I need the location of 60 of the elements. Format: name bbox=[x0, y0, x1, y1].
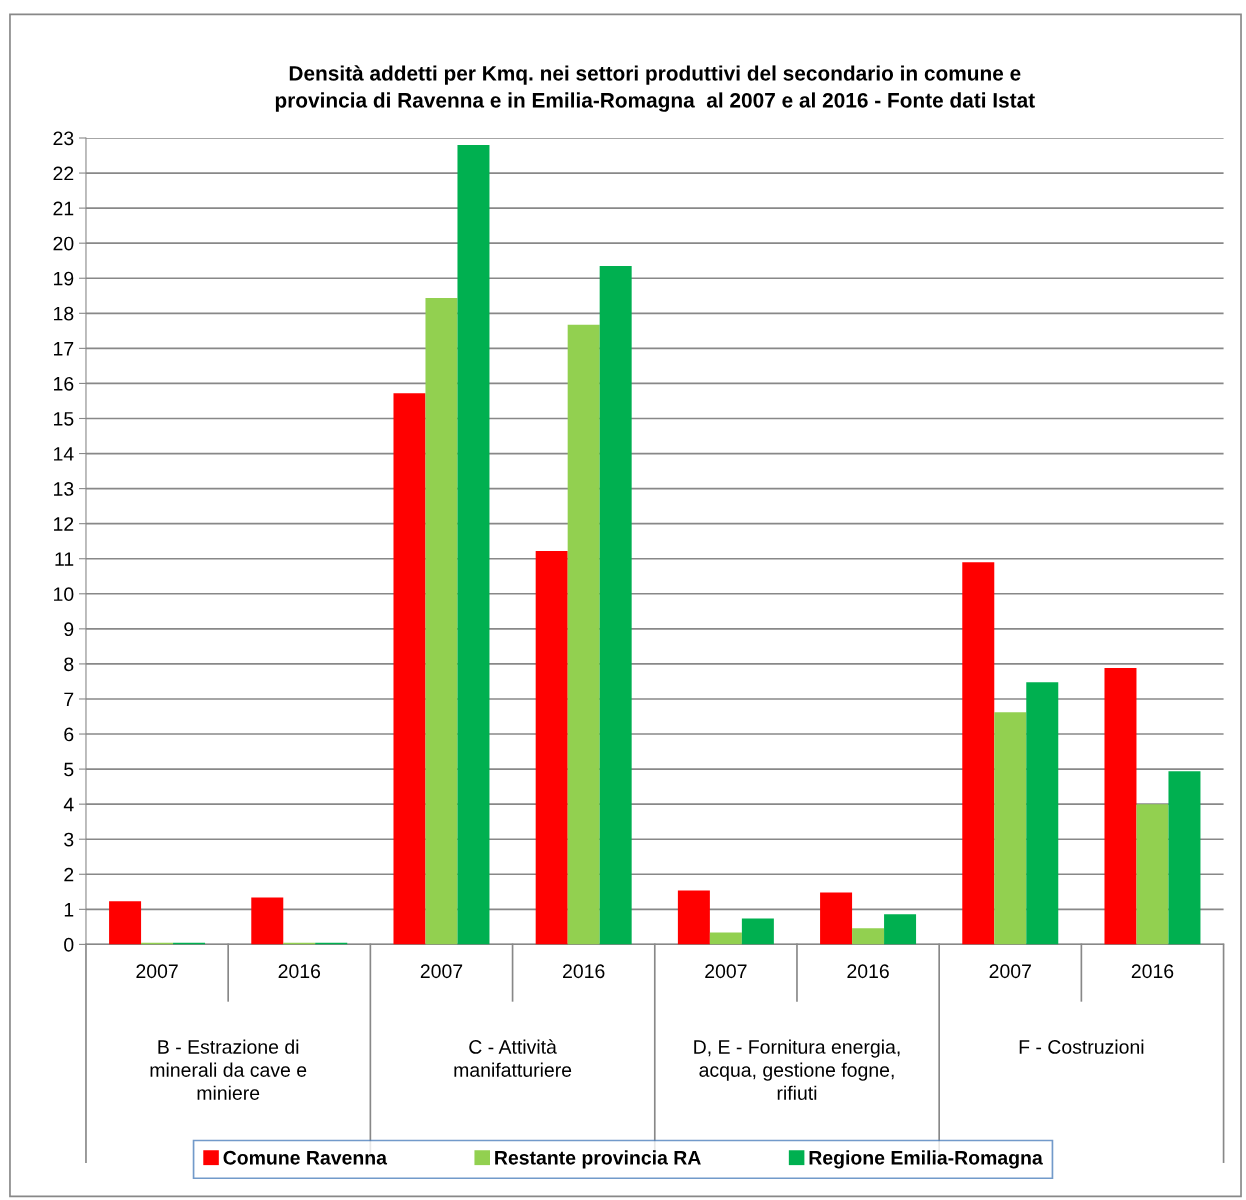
y-tick-label: 0 bbox=[64, 937, 74, 952]
y-tick-label: 18 bbox=[54, 306, 74, 321]
y-tick-label: 20 bbox=[53, 236, 74, 251]
text: B - Estrazione di minerali da cave e miniere bbox=[150, 1039, 307, 1100]
bar bbox=[962, 562, 995, 945]
y-tick-label: 9 bbox=[64, 622, 74, 637]
y-tick-label: 5 bbox=[64, 762, 74, 777]
y-tick-label: 22 bbox=[53, 166, 74, 181]
bar bbox=[251, 897, 284, 945]
y-tick-label: 1 bbox=[64, 903, 74, 917]
bar bbox=[457, 145, 490, 945]
legend-label: Comune Ravenna bbox=[223, 1150, 388, 1165]
bar bbox=[425, 297, 458, 945]
bar bbox=[599, 265, 632, 945]
bar bbox=[994, 712, 1027, 945]
bar bbox=[1136, 804, 1169, 945]
x-tick-label: 2016 bbox=[847, 964, 889, 979]
y-tick-label: 4 bbox=[63, 797, 74, 812]
y-tick-label: 10 bbox=[54, 587, 74, 602]
y-tick-label: 3 bbox=[64, 832, 74, 847]
bar bbox=[820, 892, 853, 945]
legend-label: Regione Emilia-Romagna bbox=[809, 1150, 1043, 1169]
bar bbox=[741, 918, 774, 945]
x-tick-label: 2007 bbox=[420, 964, 463, 979]
legend-label: Restante provincia RA bbox=[495, 1150, 701, 1169]
x-tick-label: 2016 bbox=[563, 964, 605, 979]
y-tick-label: 8 bbox=[64, 657, 74, 672]
bar bbox=[709, 932, 742, 945]
text: D, E - Fornitura energia, acqua, gestione fogne, rifiuti bbox=[694, 1039, 900, 1100]
bar bbox=[852, 928, 885, 945]
x-tick-label: 2016 bbox=[1131, 964, 1174, 979]
y-tick-label: 19 bbox=[54, 271, 74, 286]
y-tick-label: 11 bbox=[55, 552, 74, 566]
y-tick-label: 15 bbox=[54, 412, 74, 426]
x-tick-label: 2007 bbox=[989, 964, 1031, 979]
y-tick-label: 21 bbox=[53, 201, 74, 216]
bar bbox=[393, 393, 426, 945]
bar bbox=[535, 551, 568, 945]
y-tick-label: 13 bbox=[54, 482, 74, 496]
y-tick-label: 23 bbox=[53, 131, 74, 146]
bar bbox=[1168, 771, 1201, 945]
bar bbox=[884, 914, 917, 945]
bar bbox=[1104, 668, 1137, 945]
bar bbox=[567, 324, 600, 945]
text: C - Attività manifatturiere bbox=[454, 1039, 572, 1077]
bar bbox=[1026, 682, 1059, 945]
chart-title: Densità addetti per Kmq. nei settori produttivi del secondario in comune e provincia di Ravenna e in Emilia-Romagna al 2007 e al 2016 - Fonte dati Istat bbox=[275, 65, 1035, 112]
bar bbox=[109, 901, 142, 945]
y-tick-label: 16 bbox=[54, 376, 74, 391]
y-tick-label: 7 bbox=[64, 692, 74, 707]
y-tick-label: 2 bbox=[64, 867, 74, 882]
text: F - Costruzioni bbox=[1019, 1039, 1144, 1054]
y-tick-label: 6 bbox=[64, 727, 74, 742]
y-tick-label: 12 bbox=[54, 517, 74, 531]
bar bbox=[677, 890, 710, 945]
x-tick-label: 2007 bbox=[136, 964, 178, 979]
x-tick-label: 2007 bbox=[705, 964, 747, 979]
x-tick-label: 2016 bbox=[278, 964, 321, 979]
y-tick-label: 14 bbox=[54, 447, 74, 461]
y-tick-label: 17 bbox=[54, 342, 74, 356]
